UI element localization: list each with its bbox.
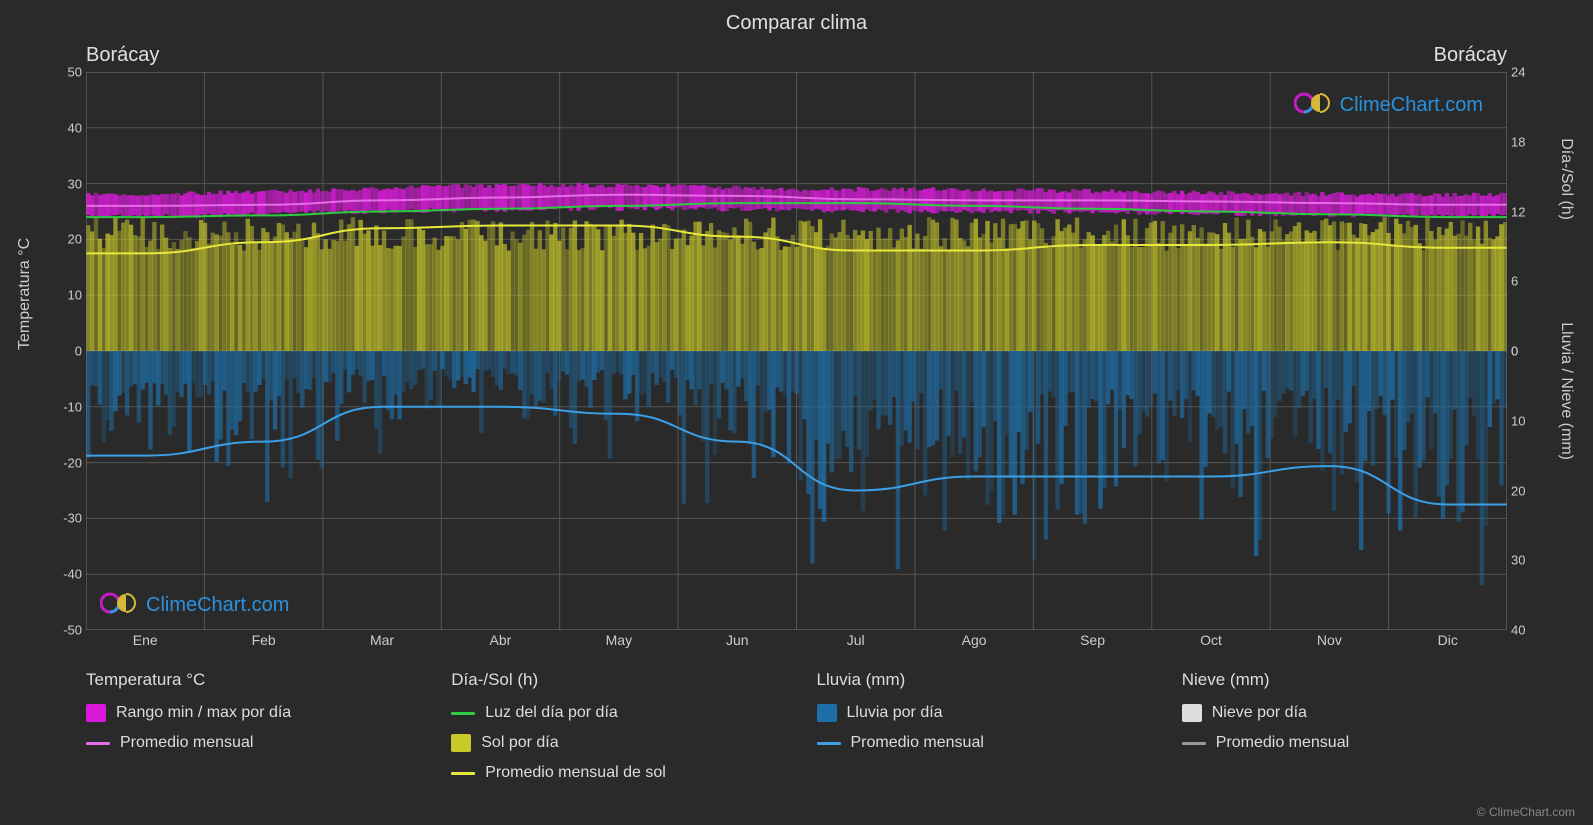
- legend-heading: Temperatura °C: [86, 670, 411, 690]
- y-tick-right-bottom: 10: [1511, 413, 1545, 428]
- legend-swatch-box: [1182, 704, 1202, 722]
- watermark-text: ClimeChart.com: [146, 594, 289, 617]
- x-axis-ticks: Ene Feb Mar Abr May Jun Jul Ago Sep Oct Nov Dic: [86, 632, 1507, 656]
- x-tick-month: Jun: [726, 632, 749, 648]
- y-tick-right-top: 6: [1511, 274, 1545, 289]
- y-axis-right-bottom-label: Lluvia / Nieve (mm): [1557, 322, 1575, 460]
- legend-swatch-line: [451, 772, 475, 775]
- y-tick-left: 10: [48, 288, 82, 303]
- x-tick-month: Ene: [133, 632, 158, 648]
- y-axis-right-top-label: Día-/Sol (h): [1557, 138, 1575, 220]
- legend-col-daysun: Día-/Sol (h) Luz del día por día Sol por …: [451, 670, 776, 794]
- y-tick-right-bottom: 20: [1511, 483, 1545, 498]
- watermark-upper: ClimeChart.com: [1294, 90, 1483, 121]
- x-tick-month: Jul: [847, 632, 865, 648]
- y-tick-left: 30: [48, 176, 82, 191]
- y-tick-left: 50: [48, 65, 82, 80]
- legend-row: Sol por día: [451, 734, 776, 752]
- legend-row: Promedio mensual: [1182, 734, 1507, 752]
- location-label-right: Borácay: [1434, 44, 1507, 67]
- legend-col-rain: Lluvia (mm) Lluvia por día Promedio mensu…: [817, 670, 1142, 794]
- legend-swatch-line: [817, 742, 841, 745]
- location-label-left: Borácay: [86, 44, 159, 67]
- watermark-lower: ClimeChart.com: [100, 590, 289, 621]
- legend-label: Luz del día por día: [485, 704, 618, 722]
- legend-row: Rango min / max por día: [86, 704, 411, 722]
- x-tick-month: Mar: [370, 632, 394, 648]
- y-tick-right-top: 12: [1511, 204, 1545, 219]
- legend-row: Promedio mensual: [86, 734, 411, 752]
- legend-label: Sol por día: [481, 734, 558, 752]
- y-tick-left: -50: [48, 623, 82, 638]
- y-tick-right-bottom: 40: [1511, 623, 1545, 638]
- legend-heading: Día-/Sol (h): [451, 670, 776, 690]
- y-tick-right-top: 18: [1511, 134, 1545, 149]
- copyright-text: © ClimeChart.com: [1477, 805, 1575, 819]
- legend-row: Lluvia por día: [817, 704, 1142, 722]
- legend: Temperatura °C Rango min / max por día Pr…: [86, 670, 1507, 794]
- legend-label: Rango min / max por día: [116, 704, 291, 722]
- x-tick-month: Abr: [490, 632, 512, 648]
- legend-row: Promedio mensual de sol: [451, 764, 776, 782]
- x-tick-month: May: [606, 632, 632, 648]
- legend-label: Lluvia por día: [847, 704, 943, 722]
- plot-area: [86, 72, 1507, 630]
- y-tick-right-bottom: 0: [1511, 344, 1545, 359]
- legend-swatch-box: [817, 704, 837, 722]
- legend-heading: Nieve (mm): [1182, 670, 1507, 690]
- y-tick-left: -20: [48, 455, 82, 470]
- legend-row: Promedio mensual: [817, 734, 1142, 752]
- logo-icon: [1294, 90, 1334, 121]
- legend-label: Promedio mensual: [851, 734, 984, 752]
- x-tick-month: Nov: [1317, 632, 1342, 648]
- legend-col-snow: Nieve (mm) Nieve por día Promedio mensual: [1182, 670, 1507, 794]
- y-tick-right-top: 24: [1511, 65, 1545, 80]
- y-tick-left: -10: [48, 399, 82, 414]
- x-tick-month: Feb: [252, 632, 276, 648]
- legend-label: Promedio mensual: [1216, 734, 1349, 752]
- chart-title: Comparar clima: [0, 0, 1593, 41]
- y-tick-left: 40: [48, 120, 82, 135]
- x-tick-month: Ago: [962, 632, 987, 648]
- legend-row: Luz del día por día: [451, 704, 776, 722]
- plot-svg: [86, 72, 1507, 630]
- watermark-text: ClimeChart.com: [1340, 94, 1483, 117]
- y-tick-left: 20: [48, 232, 82, 247]
- legend-label: Promedio mensual de sol: [485, 764, 666, 782]
- y-axis-left-label: Temperatura °C: [16, 238, 34, 350]
- legend-col-temp: Temperatura °C Rango min / max por día Pr…: [86, 670, 411, 794]
- legend-label: Nieve por día: [1212, 704, 1307, 722]
- legend-heading: Lluvia (mm): [817, 670, 1142, 690]
- legend-swatch-box: [451, 734, 471, 752]
- legend-label: Promedio mensual: [120, 734, 253, 752]
- legend-swatch-line: [1182, 742, 1206, 745]
- x-tick-month: Sep: [1080, 632, 1105, 648]
- y-tick-left: 0: [48, 344, 82, 359]
- y-tick-left: -40: [48, 567, 82, 582]
- y-tick-right-bottom: 30: [1511, 553, 1545, 568]
- logo-icon: [100, 590, 140, 621]
- legend-row: Nieve por día: [1182, 704, 1507, 722]
- legend-swatch-box: [86, 704, 106, 722]
- legend-swatch-line: [86, 742, 110, 745]
- x-tick-month: Oct: [1200, 632, 1222, 648]
- legend-swatch-line: [451, 712, 475, 715]
- y-tick-left: -30: [48, 511, 82, 526]
- y-axis-right-ticks: 06121824010203040: [1511, 72, 1545, 630]
- x-tick-month: Dic: [1438, 632, 1458, 648]
- y-axis-left-ticks: -50-40-30-20-1001020304050: [48, 72, 82, 630]
